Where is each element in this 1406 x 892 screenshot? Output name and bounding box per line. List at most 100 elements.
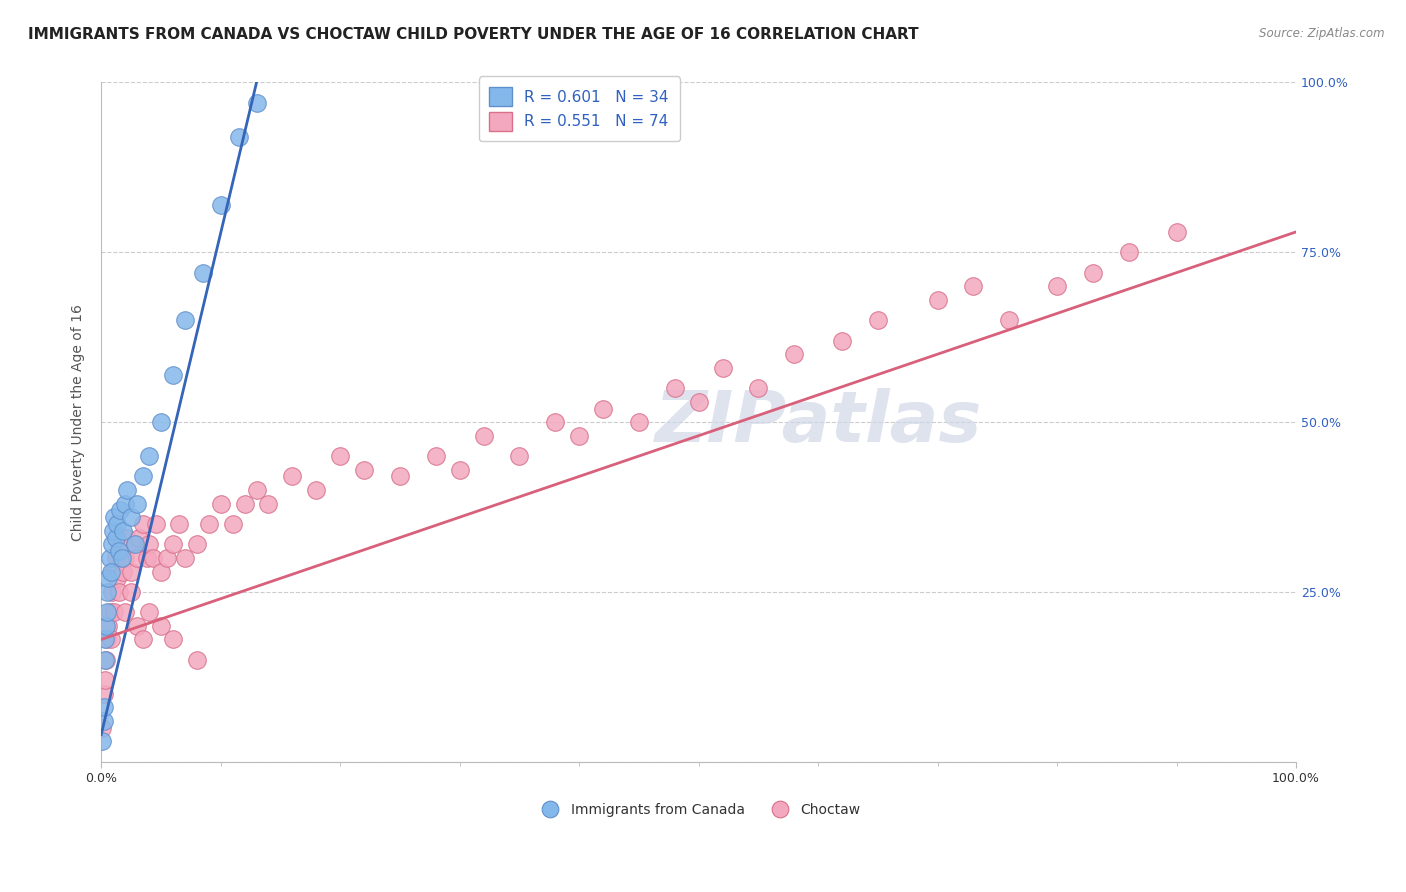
Point xyxy=(747,381,769,395)
Point xyxy=(156,551,179,566)
Point xyxy=(124,537,146,551)
Point xyxy=(305,483,328,497)
Point xyxy=(449,463,471,477)
Point xyxy=(138,537,160,551)
Point xyxy=(104,551,127,566)
Point xyxy=(162,537,184,551)
Point xyxy=(245,95,267,110)
Legend: Immigrants from Canada, Choctaw: Immigrants from Canada, Choctaw xyxy=(531,797,866,822)
Point xyxy=(1081,266,1104,280)
Point xyxy=(110,551,132,566)
Point xyxy=(120,585,142,599)
Point xyxy=(962,279,984,293)
Point xyxy=(105,516,128,531)
Point xyxy=(329,449,352,463)
Point xyxy=(117,531,139,545)
Point xyxy=(108,585,131,599)
Point xyxy=(103,510,125,524)
Point xyxy=(162,632,184,647)
Point xyxy=(135,551,157,566)
Point xyxy=(91,734,114,748)
Point xyxy=(145,516,167,531)
Y-axis label: Child Poverty Under the Age of 16: Child Poverty Under the Age of 16 xyxy=(72,303,86,541)
Point xyxy=(91,721,114,735)
Point xyxy=(711,360,734,375)
Point xyxy=(209,198,232,212)
Point xyxy=(257,497,280,511)
Point xyxy=(97,619,120,633)
Point xyxy=(221,516,243,531)
Point xyxy=(132,632,155,647)
Point xyxy=(98,551,121,566)
Point xyxy=(186,537,208,551)
Point xyxy=(1046,279,1069,293)
Point xyxy=(93,700,115,714)
Point xyxy=(281,469,304,483)
Text: ZIPatlas: ZIPatlas xyxy=(654,388,981,457)
Point xyxy=(114,551,136,566)
Point xyxy=(353,463,375,477)
Point xyxy=(162,368,184,382)
Point xyxy=(94,673,117,688)
Point xyxy=(472,428,495,442)
Point xyxy=(114,605,136,619)
Point xyxy=(108,544,131,558)
Point xyxy=(783,347,806,361)
Point xyxy=(125,551,148,566)
Point xyxy=(125,619,148,633)
Point xyxy=(138,605,160,619)
Point xyxy=(866,313,889,327)
Point xyxy=(105,571,128,585)
Point xyxy=(173,551,195,566)
Point xyxy=(98,605,121,619)
Point xyxy=(103,605,125,619)
Point xyxy=(149,619,172,633)
Point xyxy=(233,497,256,511)
Point xyxy=(388,469,411,483)
Point xyxy=(173,313,195,327)
Point xyxy=(120,565,142,579)
Point xyxy=(94,653,117,667)
Point xyxy=(167,516,190,531)
Point xyxy=(688,394,710,409)
Point xyxy=(627,415,650,429)
Point xyxy=(93,687,115,701)
Point xyxy=(508,449,530,463)
Point xyxy=(664,381,686,395)
Point xyxy=(191,266,214,280)
Point xyxy=(125,497,148,511)
Point xyxy=(110,537,132,551)
Point xyxy=(568,428,591,442)
Point xyxy=(101,537,124,551)
Point xyxy=(97,571,120,585)
Point xyxy=(142,551,165,566)
Point xyxy=(544,415,567,429)
Point xyxy=(998,313,1021,327)
Point xyxy=(132,469,155,483)
Point xyxy=(186,653,208,667)
Point xyxy=(149,415,172,429)
Point xyxy=(101,565,124,579)
Point xyxy=(100,565,122,579)
Point xyxy=(96,632,118,647)
Point xyxy=(93,714,115,728)
Point xyxy=(1118,245,1140,260)
Point xyxy=(120,510,142,524)
Point xyxy=(94,653,117,667)
Point xyxy=(132,516,155,531)
Point xyxy=(831,334,853,348)
Point xyxy=(104,531,127,545)
Point xyxy=(94,619,117,633)
Point xyxy=(94,632,117,647)
Point xyxy=(138,449,160,463)
Point xyxy=(111,565,134,579)
Point xyxy=(197,516,219,531)
Point xyxy=(228,129,250,144)
Point xyxy=(96,585,118,599)
Point xyxy=(101,585,124,599)
Point xyxy=(114,497,136,511)
Point xyxy=(425,449,447,463)
Point xyxy=(100,632,122,647)
Point xyxy=(592,401,614,416)
Text: IMMIGRANTS FROM CANADA VS CHOCTAW CHILD POVERTY UNDER THE AGE OF 16 CORRELATION : IMMIGRANTS FROM CANADA VS CHOCTAW CHILD … xyxy=(28,27,918,42)
